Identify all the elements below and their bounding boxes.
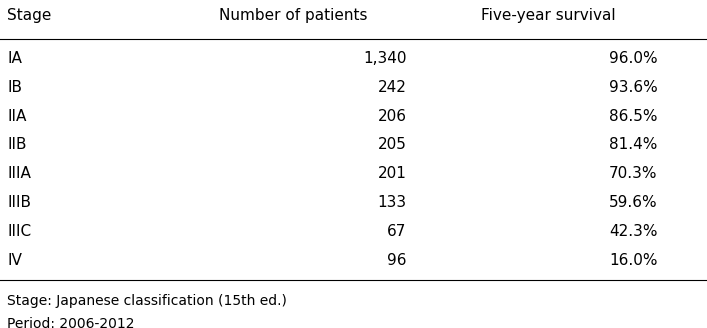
Text: 42.3%: 42.3% bbox=[609, 224, 658, 239]
Text: Period: 2006-2012: Period: 2006-2012 bbox=[7, 317, 134, 328]
Text: 86.5%: 86.5% bbox=[609, 109, 658, 124]
Text: IIIC: IIIC bbox=[7, 224, 31, 239]
Text: 96: 96 bbox=[387, 253, 407, 268]
Text: 93.6%: 93.6% bbox=[609, 80, 658, 95]
Text: 205: 205 bbox=[378, 137, 407, 153]
Text: IV: IV bbox=[7, 253, 22, 268]
Text: 133: 133 bbox=[378, 195, 407, 210]
Text: 201: 201 bbox=[378, 166, 407, 181]
Text: Stage: Stage bbox=[7, 8, 52, 23]
Text: IIB: IIB bbox=[7, 137, 27, 153]
Text: Stage: Japanese classification (15th ed.): Stage: Japanese classification (15th ed.… bbox=[7, 294, 287, 308]
Text: IIIB: IIIB bbox=[7, 195, 31, 210]
Text: 242: 242 bbox=[378, 80, 407, 95]
Text: 70.3%: 70.3% bbox=[609, 166, 658, 181]
Text: 59.6%: 59.6% bbox=[609, 195, 658, 210]
Text: 96.0%: 96.0% bbox=[609, 51, 658, 66]
Text: 16.0%: 16.0% bbox=[609, 253, 658, 268]
Text: IIA: IIA bbox=[7, 109, 26, 124]
Text: Number of patients: Number of patients bbox=[219, 8, 368, 23]
Text: 67: 67 bbox=[387, 224, 407, 239]
Text: 1,340: 1,340 bbox=[363, 51, 407, 66]
Text: IA: IA bbox=[7, 51, 22, 66]
Text: 81.4%: 81.4% bbox=[609, 137, 658, 153]
Text: 206: 206 bbox=[378, 109, 407, 124]
Text: IB: IB bbox=[7, 80, 22, 95]
Text: Five-year survival: Five-year survival bbox=[481, 8, 615, 23]
Text: IIIA: IIIA bbox=[7, 166, 31, 181]
